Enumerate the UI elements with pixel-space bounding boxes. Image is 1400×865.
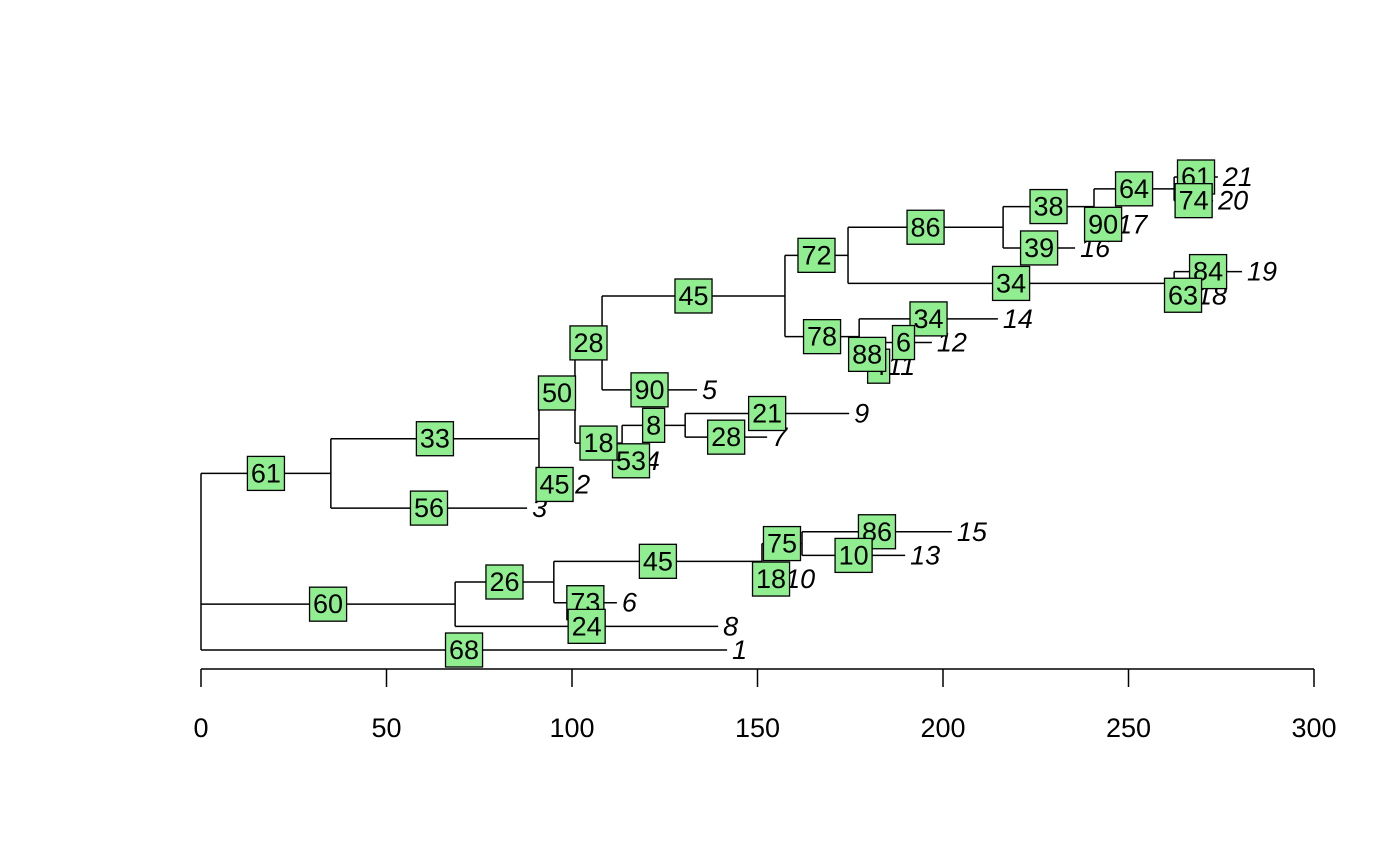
edge-label: 28 [573, 328, 603, 358]
edge-label-box [1019, 230, 1059, 266]
edge-label-box [638, 543, 678, 579]
tip-label: 9 [854, 399, 869, 429]
edge-label: 63 [1168, 280, 1198, 310]
edge-label-box [246, 455, 286, 492]
edge-label: 18 [584, 428, 614, 458]
edge-label-box [674, 278, 713, 314]
tip-label: 8 [723, 611, 738, 641]
edge-label: 38 [1034, 192, 1064, 222]
edge-label-box [909, 301, 948, 337]
edge-label: 34 [996, 268, 1026, 298]
edge-label-box [802, 318, 842, 355]
x-tick-label: 100 [549, 713, 594, 743]
edge-label: 26 [489, 567, 519, 597]
edge-label: 53 [616, 446, 646, 476]
edge-label: 68 [449, 635, 479, 665]
edge-label-box [1174, 182, 1213, 219]
edge-label: 6 [896, 328, 911, 358]
edge-label: 33 [420, 424, 450, 454]
tip-label: 17 [1117, 209, 1148, 239]
edge-label: 78 [807, 322, 837, 352]
edge-label: 50 [542, 378, 572, 408]
edge-label: 39 [1024, 233, 1054, 263]
edge-label: 75 [767, 529, 797, 559]
edge-label-box [762, 525, 802, 562]
edge-label: 56 [414, 493, 444, 523]
tip-label: 14 [1003, 304, 1033, 334]
edge-label-box [797, 237, 836, 273]
edge-label-box [409, 490, 449, 526]
tip-label: 6 [622, 588, 638, 618]
x-tick-label: 50 [371, 713, 401, 743]
edge-label-box [906, 209, 945, 245]
edge-label: 21 [752, 399, 782, 429]
edge-label-box [567, 608, 606, 644]
edge-label: 60 [313, 589, 343, 619]
tip-label: 15 [957, 517, 988, 547]
edge-label-box [569, 325, 608, 361]
edge-label: 34 [914, 304, 944, 334]
edge-label-box [1114, 171, 1154, 207]
x-axis: 0 50 100 150 200 250 300 [193, 668, 1337, 743]
edge-label: 86 [911, 212, 941, 242]
edge-label-box [991, 265, 1031, 302]
edge-label-box [641, 407, 666, 443]
edge-label: 45 [540, 469, 570, 499]
edge-label: 90 [635, 375, 665, 405]
tip-label: 1 [732, 635, 747, 665]
x-tick-label: 150 [735, 713, 780, 743]
edge-label: 90 [1088, 209, 1118, 239]
edge-label: 24 [572, 611, 602, 641]
edge-label-box [834, 537, 873, 574]
edge-label-box [308, 586, 348, 622]
edge-label: 64 [1119, 174, 1149, 204]
edge-label-box [751, 561, 791, 597]
edge-label: 45 [678, 281, 708, 311]
edge-label-box [444, 632, 484, 668]
edge-label-box [1163, 277, 1203, 313]
edge-label-box [535, 466, 574, 503]
x-tick-label: 0 [193, 713, 208, 743]
edge-label-box [706, 419, 746, 455]
edge-label: 45 [643, 546, 673, 576]
edge-label-box [847, 336, 887, 373]
edge-label: 61 [251, 458, 281, 488]
x-tick-label: 250 [1106, 713, 1151, 743]
edge-label: 18 [756, 564, 786, 594]
x-tick-label: 200 [920, 713, 965, 743]
edge-label-box [485, 564, 524, 600]
tip-label: 20 [1217, 186, 1248, 216]
edge-label-box [891, 324, 916, 361]
edge-label-box [747, 395, 787, 432]
tip-label: 13 [910, 540, 940, 570]
edge-label-box [611, 443, 651, 479]
labels: 2120171619181412115974231513106816174649… [246, 159, 1277, 668]
tip-label: 21 [1222, 162, 1253, 192]
edge-label-box [415, 421, 455, 457]
edge-label-box [630, 372, 669, 408]
edge-label: 28 [711, 422, 741, 452]
edge-label-box [537, 375, 577, 411]
edge-label: 74 [1179, 186, 1209, 216]
edge-label: 72 [801, 240, 831, 270]
tip-label: 2 [574, 469, 590, 499]
edge-label-box [1083, 206, 1123, 242]
edge-label: 88 [852, 339, 882, 369]
x-tick-label: 300 [1291, 713, 1336, 743]
tip-label: 5 [702, 375, 718, 405]
edge-label: 8 [646, 410, 661, 440]
tip-label: 19 [1247, 257, 1277, 287]
edge-label-box [1029, 188, 1068, 225]
edge-label-box [579, 425, 618, 461]
edge-label: 10 [839, 540, 869, 570]
